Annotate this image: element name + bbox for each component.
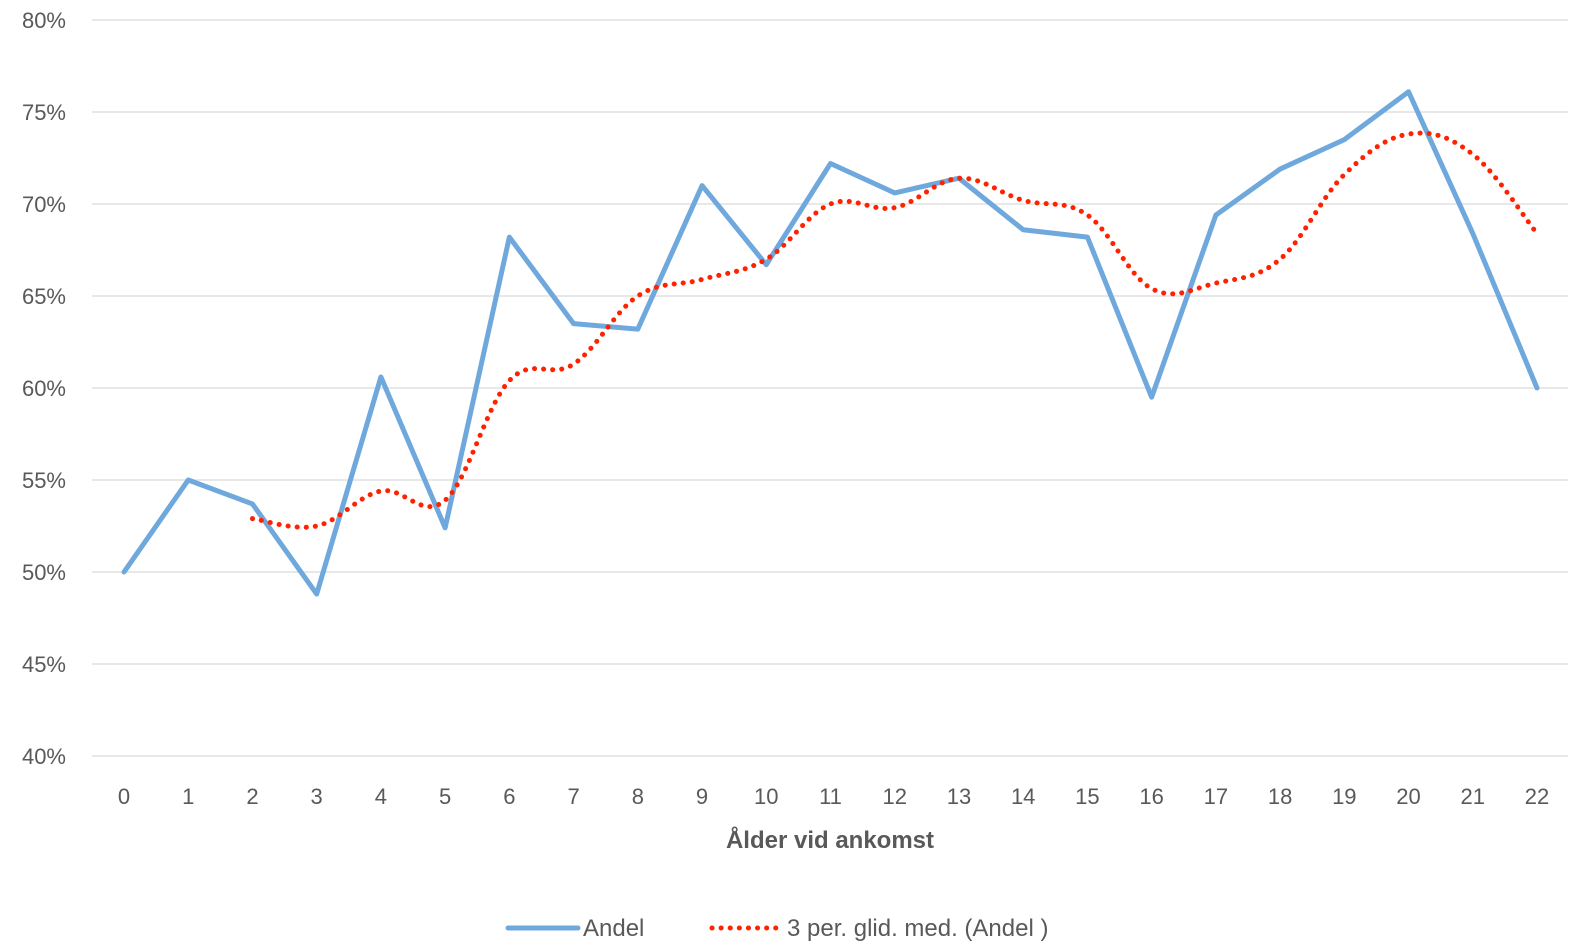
x-tick-label: 0 — [118, 784, 130, 809]
y-tick-label: 70% — [22, 192, 66, 217]
legend-item-moving-average: 3 per. glid. med. (Andel ) — [709, 915, 1048, 942]
y-axis-tick-labels: 40% 45% 50% 55% 60% 65% 70% 75% 80% — [22, 8, 66, 769]
y-tick-label: 65% — [22, 284, 66, 309]
x-tick-label: 22 — [1525, 784, 1549, 809]
x-tick-label: 9 — [696, 784, 708, 809]
x-tick-label: 16 — [1139, 784, 1163, 809]
x-tick-label: 15 — [1075, 784, 1099, 809]
x-tick-label: 4 — [375, 784, 387, 809]
x-tick-label: 11 — [819, 784, 842, 809]
x-tick-label: 1 — [182, 784, 194, 809]
legend: Andel 3 per. glid. med. (Andel ) — [505, 915, 1048, 942]
y-tick-label: 40% — [22, 744, 66, 769]
series-line-andel — [121, 89, 1540, 597]
y-tick-label: 80% — [22, 8, 66, 33]
x-tick-label: 20 — [1396, 784, 1420, 809]
x-tick-label: 14 — [1011, 784, 1035, 809]
x-tick-label: 5 — [439, 784, 451, 809]
x-tick-label: 19 — [1332, 784, 1356, 809]
x-tick-label: 3 — [311, 784, 323, 809]
x-tick-label: 12 — [882, 784, 906, 809]
x-axis-tick-labels: 0 1 2 3 4 5 6 7 8 9 10 11 12 13 14 15 16 17 18 19 20 21 22 — [118, 784, 1549, 809]
x-tick-label: 7 — [567, 784, 579, 809]
x-axis-title: Ålder vid ankomst — [726, 826, 934, 854]
y-tick-label: 55% — [22, 468, 66, 493]
series-line-moving-average — [249, 130, 1540, 530]
y-tick-label: 45% — [22, 652, 66, 677]
y-tick-label: 50% — [22, 560, 66, 585]
legend-item-andel: Andel — [505, 915, 644, 942]
gridlines — [92, 19, 1568, 757]
x-tick-label: 21 — [1461, 784, 1485, 809]
series-lines — [121, 89, 1540, 597]
x-tick-label: 2 — [246, 784, 258, 809]
legend-label-moving-average: 3 per. glid. med. (Andel ) — [787, 915, 1048, 942]
x-tick-label: 17 — [1204, 784, 1228, 809]
x-tick-label: 10 — [754, 784, 778, 809]
x-tick-label: 6 — [503, 784, 515, 809]
x-tick-label: 18 — [1268, 784, 1292, 809]
y-tick-label: 60% — [22, 376, 66, 401]
x-tick-label: 8 — [632, 784, 644, 809]
x-tick-label: 13 — [947, 784, 971, 809]
y-tick-label: 75% — [22, 100, 66, 125]
legend-label-andel: Andel — [583, 915, 644, 942]
